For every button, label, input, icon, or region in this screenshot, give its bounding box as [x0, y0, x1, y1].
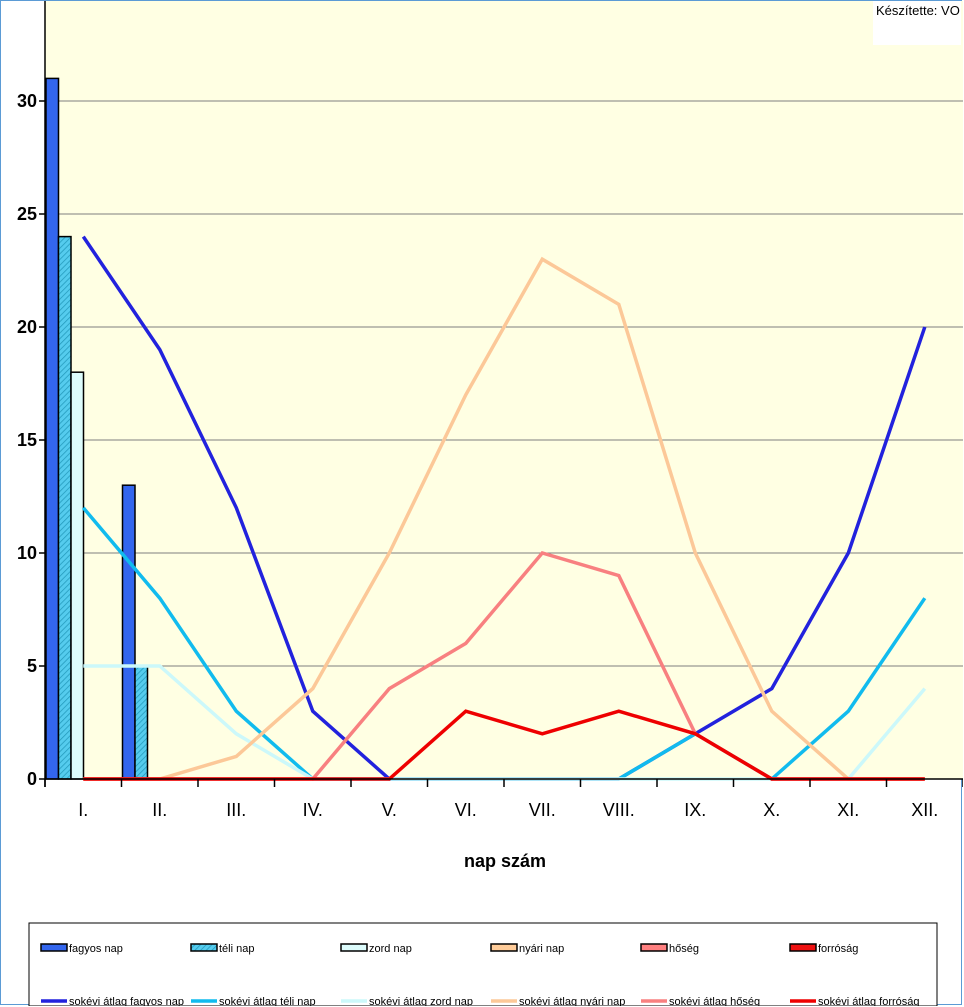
- x-tick-labels: I. II. III. IV. V. VI. VII. VIII. IX. X. XI. XII.: [78, 800, 938, 820]
- plot-area: [45, 1, 963, 779]
- x-tick-label: V.: [382, 800, 397, 820]
- x-tick-label: XII.: [911, 800, 938, 820]
- x-tick-label: X.: [763, 800, 780, 820]
- credit-text: Készítette: VO: [876, 3, 960, 18]
- legend-label: sokévi átlag nyári nap: [519, 996, 625, 1006]
- y-tick-label: 15: [17, 430, 37, 450]
- x-axis-title: nap szám: [464, 851, 546, 871]
- y-tick-label: 20: [17, 317, 37, 337]
- grid-lines: [45, 100, 963, 667]
- legend-label: fagyos nap: [69, 943, 123, 955]
- x-tick-label: VIII.: [603, 800, 635, 820]
- legend-label: sokévi átlag fagyos nap: [69, 996, 184, 1006]
- legend-label: sokévi átlag forróság: [818, 996, 920, 1006]
- axes: [39, 1, 963, 787]
- legend-label: sokévi átlag téli nap: [219, 996, 316, 1006]
- y-tick-label: 5: [27, 656, 37, 676]
- bar-fagyos-nap: [121, 484, 136, 780]
- credit-box: [873, 1, 961, 45]
- y-tick-label: 30: [17, 91, 37, 111]
- bar-téli-nap: [57, 235, 72, 780]
- legend: fagyos nap téli nap zord nap nyári nap hőség…: [40, 943, 920, 1006]
- legend-swatch: [789, 943, 817, 952]
- legend-label: sokévi átlag zord nap: [369, 996, 473, 1006]
- y-tick-label: 10: [17, 543, 37, 563]
- x-tick-label: IX.: [684, 800, 706, 820]
- legend-swatch: [340, 943, 368, 952]
- y-tick-label: 0: [27, 769, 37, 789]
- x-tick-label: II.: [152, 800, 167, 820]
- legend-label: zord nap: [369, 943, 412, 955]
- bar-fagyos-nap: [45, 77, 60, 780]
- y-tick-label: 25: [17, 204, 37, 224]
- x-tick-label: XI.: [837, 800, 859, 820]
- legend-swatch: [190, 943, 218, 952]
- x-tick-label: III.: [226, 800, 246, 820]
- legend-label: nyári nap: [519, 943, 564, 955]
- x-tick-label: VI.: [455, 800, 477, 820]
- legend-swatch: [490, 943, 518, 952]
- legend-label: forróság: [818, 943, 858, 955]
- legend-swatch: [640, 943, 668, 952]
- x-tick-label: VII.: [529, 800, 556, 820]
- legend-swatch: [40, 943, 68, 952]
- line-sokévi-átlag-nyári-nap: [83, 256, 925, 781]
- bar-zord-nap: [70, 371, 85, 780]
- y-tick-labels: 0 5 10 15 20 25 30: [17, 91, 37, 789]
- x-tick-label: I.: [78, 800, 88, 820]
- bar-téli-nap: [134, 665, 149, 780]
- legend-label: hőség: [669, 943, 699, 955]
- bar-layer: [45, 77, 149, 780]
- legend-label: sokévi átlag hőség: [669, 996, 760, 1006]
- legend-label: téli nap: [219, 943, 254, 955]
- legend-box: [28, 922, 938, 1006]
- x-tick-label: IV.: [303, 800, 323, 820]
